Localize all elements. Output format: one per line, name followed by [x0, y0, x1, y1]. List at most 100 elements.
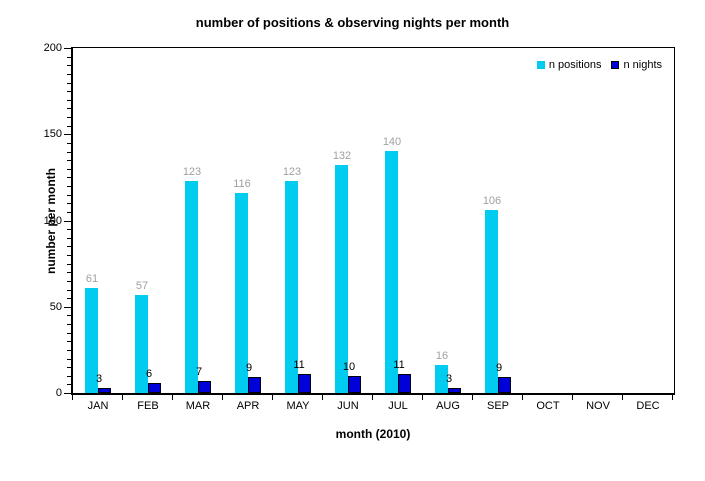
x-axis-title: month (2010) [335, 427, 411, 441]
y-axis-minor-tick [67, 143, 71, 144]
y-axis-major-tick [64, 307, 71, 308]
y-axis-minor-tick [67, 212, 71, 213]
bar-n-positions-MAY [285, 181, 298, 393]
x-tick-label: AUG [436, 400, 460, 412]
chart-title: number of positions & observing nights p… [195, 15, 510, 30]
y-axis-minor-tick [67, 195, 71, 196]
y-tick-label: 50 [49, 301, 62, 313]
plot-area: n positions n nights 61 57 123 11 6 123 132 140… [71, 47, 675, 395]
x-tick-label: JAN [87, 400, 109, 412]
bar-n-nights-MAR [198, 381, 211, 393]
x-axis-tick [422, 395, 423, 400]
x-axis-tick [522, 395, 523, 400]
y-axis-minor-tick [67, 91, 71, 92]
data-label-n-nights: 3 [445, 373, 453, 385]
y-axis-minor-tick [67, 324, 71, 325]
bar-n-nights-JUL [398, 374, 411, 393]
y-tick-label: 0 [55, 387, 62, 399]
y-axis-minor-tick [67, 238, 71, 239]
y-axis-minor-tick [67, 108, 71, 109]
y-axis-minor-tick [67, 367, 71, 368]
y-axis-minor-tick [67, 264, 71, 265]
data-label-n-nights: 11 [293, 359, 305, 371]
y-axis-minor-tick [67, 341, 71, 342]
y-axis-major-tick [64, 393, 71, 394]
x-axis-tick [72, 395, 73, 400]
y-axis-minor-tick [67, 333, 71, 334]
data-label-n-nights: 3 [95, 373, 103, 385]
data-label-n-positions: 123 [182, 166, 202, 178]
x-axis-tick [122, 395, 123, 400]
bar-n-positions-JUN [335, 165, 348, 393]
y-axis-minor-tick [67, 255, 71, 256]
x-tick-label: OCT [536, 400, 560, 412]
data-label-n-positions: 61 [85, 273, 99, 285]
x-axis-tick [372, 395, 373, 400]
bar-n-positions-MAR [185, 181, 198, 393]
y-axis-minor-tick [67, 65, 71, 66]
x-axis-tick [322, 395, 323, 400]
y-axis-minor-tick [67, 169, 71, 170]
bar-n-positions-FEB [135, 295, 148, 393]
y-tick-label: 150 [43, 128, 62, 140]
y-axis-minor-tick [67, 83, 71, 84]
bar-n-nights-AUG [448, 388, 461, 393]
x-tick-label: JUN [337, 400, 359, 412]
y-tick-label: 100 [43, 215, 62, 227]
x-axis-tick [172, 395, 173, 400]
bar-n-nights-JAN [98, 388, 111, 393]
y-axis-minor-tick [67, 117, 71, 118]
y-axis-minor-tick [67, 376, 71, 377]
x-tick-label: MAY [286, 400, 310, 412]
bar-n-nights-FEB [148, 383, 161, 393]
y-axis-minor-tick [67, 290, 71, 291]
legend-swatch-nights-icon [611, 61, 620, 69]
legend: n positions n nights [527, 59, 662, 71]
bar-n-nights-MAY [298, 374, 311, 393]
x-axis-tick [272, 395, 273, 400]
x-tick-label: NOV [586, 400, 610, 412]
x-tick-label: JUL [388, 400, 408, 412]
data-label-n-positions: 140 [382, 136, 402, 148]
x-axis-tick [622, 395, 623, 400]
data-label-n-positions: 57 [135, 280, 149, 292]
bar-n-positions-APR [235, 193, 248, 393]
y-axis-major-tick [64, 48, 71, 49]
x-tick-label: APR [236, 400, 260, 412]
y-axis-minor-tick [67, 384, 71, 385]
x-axis-tick [572, 395, 573, 400]
legend-label-n-nights: n nights [623, 59, 662, 71]
data-label-n-nights: 7 [195, 366, 203, 378]
x-axis-tick [472, 395, 473, 400]
y-axis-minor-tick [67, 272, 71, 273]
y-axis-minor-tick [67, 74, 71, 75]
legend-item-n-nights: n nights [611, 59, 662, 71]
bar-n-positions-SEP [485, 210, 498, 393]
y-axis-major-tick [64, 134, 71, 135]
y-axis-minor-tick [67, 203, 71, 204]
x-tick-label: MAR [185, 400, 211, 412]
y-axis-minor-tick [67, 246, 71, 247]
data-label-n-nights: 6 [145, 368, 153, 380]
x-axis-tick [222, 395, 223, 400]
legend-swatch-positions-icon [536, 61, 545, 69]
data-label-n-positions: 132 [332, 150, 352, 162]
bar-n-nights-APR [248, 377, 261, 393]
data-label-n-nights: 11 [393, 359, 405, 371]
y-axis-minor-tick [67, 57, 71, 58]
y-axis-major-tick [64, 221, 71, 222]
x-tick-label: FEB [137, 400, 159, 412]
legend-label-n-positions: n positions [548, 59, 602, 71]
y-axis-minor-tick [67, 359, 71, 360]
y-axis-minor-tick [67, 126, 71, 127]
data-label-n-positions: 123 [282, 166, 302, 178]
bar-n-nights-JUN [348, 376, 361, 393]
x-tick-label: SEP [486, 400, 509, 412]
y-axis-minor-tick [67, 152, 71, 153]
y-axis-minor-tick [67, 186, 71, 187]
y-axis-minor-tick [67, 315, 71, 316]
y-axis-minor-tick [67, 350, 71, 351]
data-label-n-nights: 9 [495, 362, 503, 374]
y-axis-minor-tick [67, 160, 71, 161]
